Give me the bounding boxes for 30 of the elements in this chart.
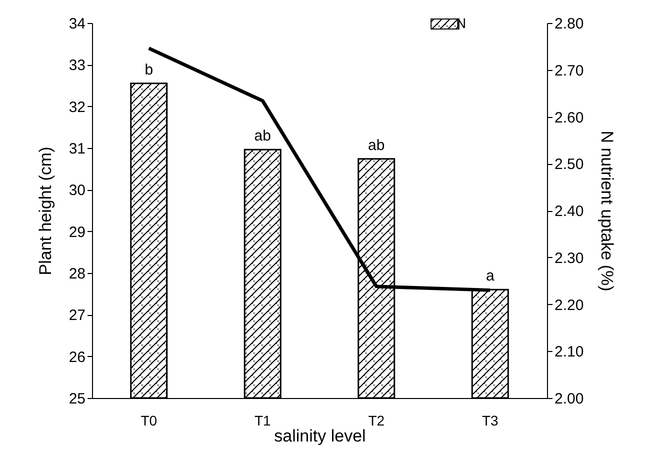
y-tick-label: 27 (68, 307, 86, 324)
y2-tick-label: 2.40 (554, 203, 584, 220)
y-tick-label: 31 (68, 140, 86, 158)
y2-tick-label: 2.20 (554, 296, 584, 314)
x-tick-label: T2 (368, 412, 385, 428)
y2-axis-title: N nutrient uptake (%) (598, 130, 617, 292)
y2-tick-label: 2.00 (554, 390, 584, 408)
y-tick-label: 33 (68, 57, 86, 74)
annotation: a (486, 268, 495, 285)
y-tick-label: 34 (68, 16, 86, 32)
y2-tick-label: 2.10 (554, 344, 584, 361)
y2-tick-label: 2.30 (554, 250, 584, 267)
y-tick-label: 29 (68, 224, 86, 241)
annotation: ab (254, 128, 271, 145)
x-tick-label: T0 (140, 412, 158, 428)
x-tick-label: T3 (482, 412, 499, 428)
y-tick-label: 30 (68, 182, 86, 200)
y2-tick-label: 2.50 (554, 156, 584, 174)
y2-tick-label: 2.60 (554, 109, 584, 126)
y2-tick-label: 2.70 (554, 62, 584, 80)
y-tick-label: 28 (68, 266, 86, 282)
annotation: b (144, 61, 154, 78)
y2-tick-label: 2.80 (554, 16, 584, 32)
annotation: ab (368, 136, 385, 154)
y-tick-label: 25 (68, 390, 86, 408)
y-tick-label: 26 (68, 348, 86, 366)
y-tick-label: 32 (68, 98, 86, 116)
x-tick-label: T1 (254, 412, 272, 428)
y-axis-title: Plant height (cm) (36, 146, 55, 276)
x-axis-title: salinity level (274, 426, 366, 446)
